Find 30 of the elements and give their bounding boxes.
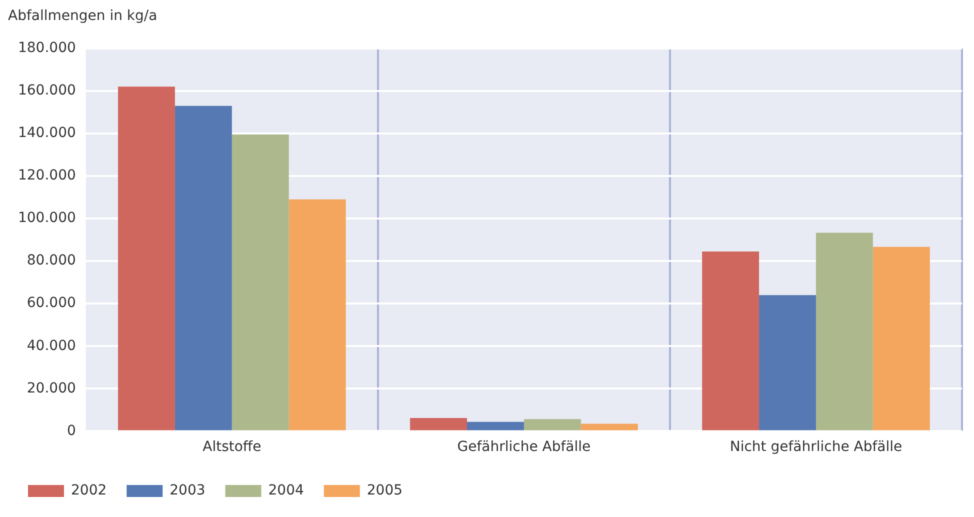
y-axis-title: Abfallmengen in kg/a [8, 8, 158, 26]
legend-label: 2003 [170, 482, 206, 499]
bar [118, 86, 175, 430]
bar [816, 232, 873, 430]
bar [467, 422, 524, 430]
y-tick-label: 20.000 [26, 380, 76, 396]
y-tick-label: 180.000 [18, 40, 76, 56]
y-tick-label: 40.000 [26, 338, 76, 354]
legend-label: 2002 [71, 482, 107, 499]
y-tick-label: 140.000 [18, 125, 76, 142]
bar [580, 424, 638, 430]
bar [232, 134, 289, 430]
bar [174, 106, 232, 430]
y-tick-label: 0 [66, 422, 76, 439]
y-tick-label: 80.000 [26, 252, 76, 269]
y-tick-label: 100.000 [18, 210, 76, 226]
bar [872, 246, 930, 430]
y-tick-label: 120.000 [18, 168, 76, 184]
bar [410, 418, 467, 430]
x-tick-label: Nicht gefährliche Abfälle [730, 439, 902, 456]
y-tick-label: 160.000 [18, 82, 76, 99]
bar [702, 251, 760, 430]
bar [524, 419, 581, 430]
legend-label: 2005 [366, 482, 403, 499]
bar [759, 295, 816, 430]
y-tick-label: 60.000 [26, 295, 76, 312]
bar [288, 199, 346, 430]
legend-label: 2004 [268, 482, 304, 499]
x-tick-label: Altstoffe [202, 439, 262, 456]
x-tick-label: Gefährliche Abfälle [457, 439, 591, 456]
